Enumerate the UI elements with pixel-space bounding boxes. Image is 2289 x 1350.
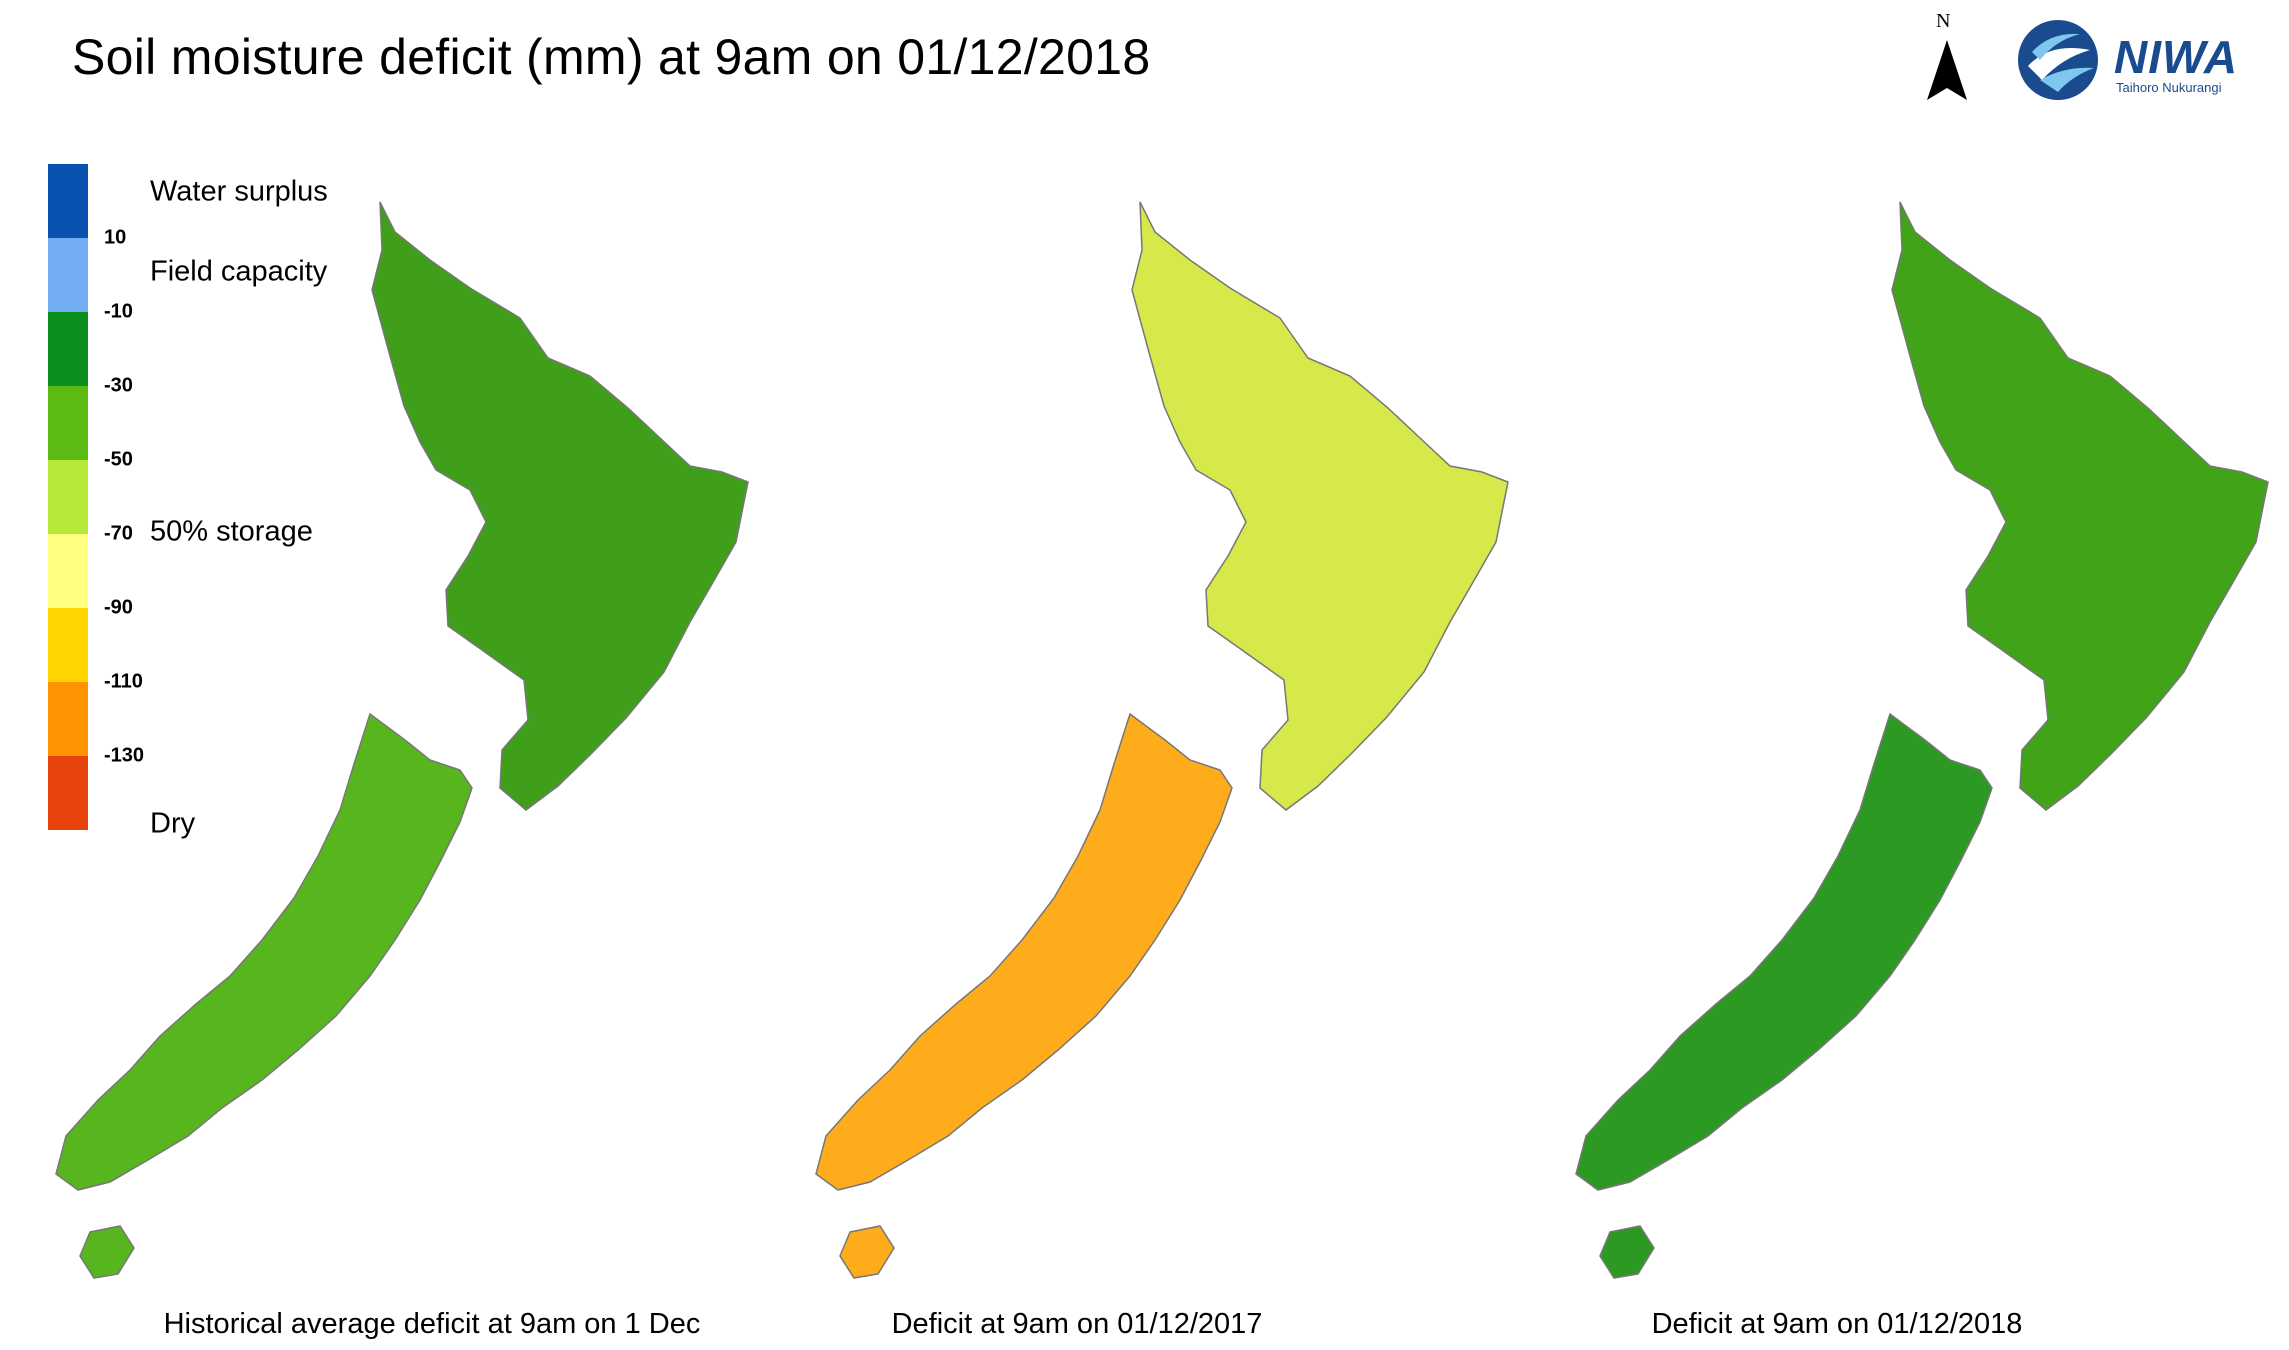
map-caption-historical: Historical average deficit at 9am on 1 D… [163, 1308, 701, 1340]
legend-tick: -30 [104, 374, 133, 397]
map-2018 [1520, 170, 2289, 1290]
legend-swatch-minus70 [48, 460, 88, 534]
south-island [815, 712, 1233, 1191]
niwa-logo: NIWA Taihoro Nukurangi [2010, 14, 2280, 104]
legend-swatch-minus110 [48, 608, 88, 682]
legend-swatch-minus130 [48, 682, 88, 756]
south-island [55, 712, 473, 1191]
map-historical-average [0, 170, 770, 1290]
legend-label-field-capacity: Field capacity [150, 255, 328, 288]
north-island [1891, 201, 2269, 811]
legend-swatch-dry [48, 756, 88, 830]
legend-swatch-field-capacity [48, 238, 88, 312]
nz-map-2018 [1575, 201, 2269, 1279]
south-island [1575, 712, 1993, 1191]
map-caption-2018: Deficit at 9am on 01/12/2018 [1651, 1308, 2023, 1340]
legend-label-dry: Dry [150, 807, 196, 840]
legend-swatch-minus50 [48, 386, 88, 460]
legend-tick: -70 [104, 522, 133, 545]
nz-map-historical [55, 201, 749, 1279]
legend-swatch-minus30 [48, 312, 88, 386]
legend-tick: -10 [104, 300, 133, 323]
nz-map-2017 [815, 201, 1509, 1279]
north-island [1131, 201, 1509, 811]
legend-tick: 10 [104, 226, 127, 249]
legend-swatch-surplus [48, 164, 88, 238]
legend-label-storage: 50% storage [150, 515, 313, 548]
map-2017 [760, 170, 1530, 1290]
logo-wordmark: NIWA [2114, 31, 2239, 83]
legend-tick: -110 [104, 670, 143, 693]
north-label: N [1936, 10, 1951, 32]
north-arrow: N [1922, 10, 1972, 110]
legend-label-surplus: Water surplus [150, 175, 328, 208]
legend-swatch-minus90 [48, 534, 88, 608]
niwa-swirl-icon [2018, 20, 2098, 100]
legend-tick: -90 [104, 596, 133, 619]
legend: 10 -10 -30 -50 -70 -90 -110 -130 Water s… [48, 164, 348, 840]
stewart-island [839, 1225, 895, 1279]
stewart-island [79, 1225, 135, 1279]
north-island [371, 201, 749, 811]
stewart-island [1599, 1225, 1655, 1279]
legend-tick: -130 [104, 744, 145, 767]
logo-subtitle: Taihoro Nukurangi [2116, 80, 2222, 95]
page-title: Soil moisture deficit (mm) at 9am on 01/… [72, 29, 1151, 85]
map-caption-2017: Deficit at 9am on 01/12/2017 [891, 1308, 1263, 1340]
north-arrow-icon [1927, 40, 1967, 100]
legend-tick: -50 [104, 448, 133, 471]
